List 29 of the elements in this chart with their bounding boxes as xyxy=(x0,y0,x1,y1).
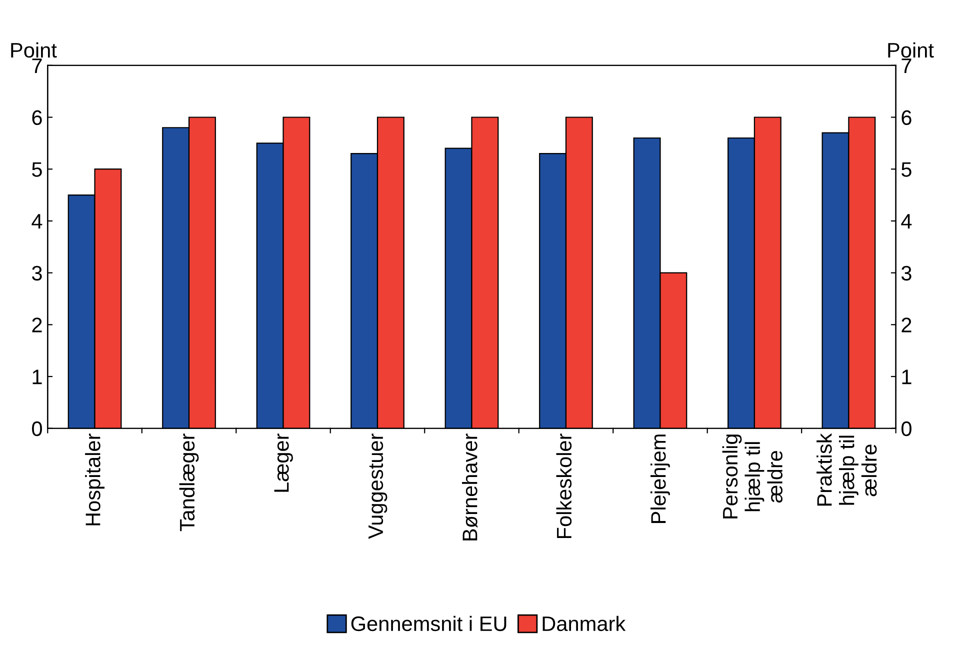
x-tick-label: Hospitaler xyxy=(85,434,104,526)
x-tick-label: Læger xyxy=(274,434,293,492)
legend-label: Gennemsnit i EU xyxy=(351,616,506,632)
y-tick-label: 2 xyxy=(32,318,42,332)
y2-tick-label: 2 xyxy=(902,318,912,332)
y2-tick-label: 0 xyxy=(901,421,912,436)
legend-label: Danmark xyxy=(542,616,626,632)
y-tick-label: 7 xyxy=(32,58,42,73)
y-tick-label: 1 xyxy=(32,370,42,384)
y-tick-label: 3 xyxy=(32,266,42,281)
y2-tick-label: 1 xyxy=(902,370,912,384)
x-tick-label: Folkeskoler xyxy=(556,434,572,538)
y2-axis-title: Point xyxy=(888,42,934,58)
y2-tick-label: 4 xyxy=(901,214,912,229)
x-tick-label: Vuggestuer xyxy=(368,434,388,539)
x-tick-label: Tandlæger xyxy=(179,434,199,532)
y2-tick-label: 5 xyxy=(902,162,912,177)
x-tick-label: Personlig hjælp til ældre xyxy=(722,434,782,518)
y2-tick-label: 7 xyxy=(902,58,912,73)
y2-tick-label: 3 xyxy=(901,266,912,281)
y-axis-title: Point xyxy=(11,42,57,58)
x-tick-label: Praktisk hjælp til ældre xyxy=(816,433,877,506)
y2-tick-label: 6 xyxy=(902,110,912,126)
y-tick-label: 5 xyxy=(32,162,42,177)
y-tick-label: 0 xyxy=(32,421,42,436)
x-tick-label: Plejehjem xyxy=(650,434,670,523)
y-tick-label: 4 xyxy=(32,214,42,229)
y-tick-label: 6 xyxy=(32,110,42,126)
x-tick-label: Børnehaver xyxy=(462,434,478,540)
